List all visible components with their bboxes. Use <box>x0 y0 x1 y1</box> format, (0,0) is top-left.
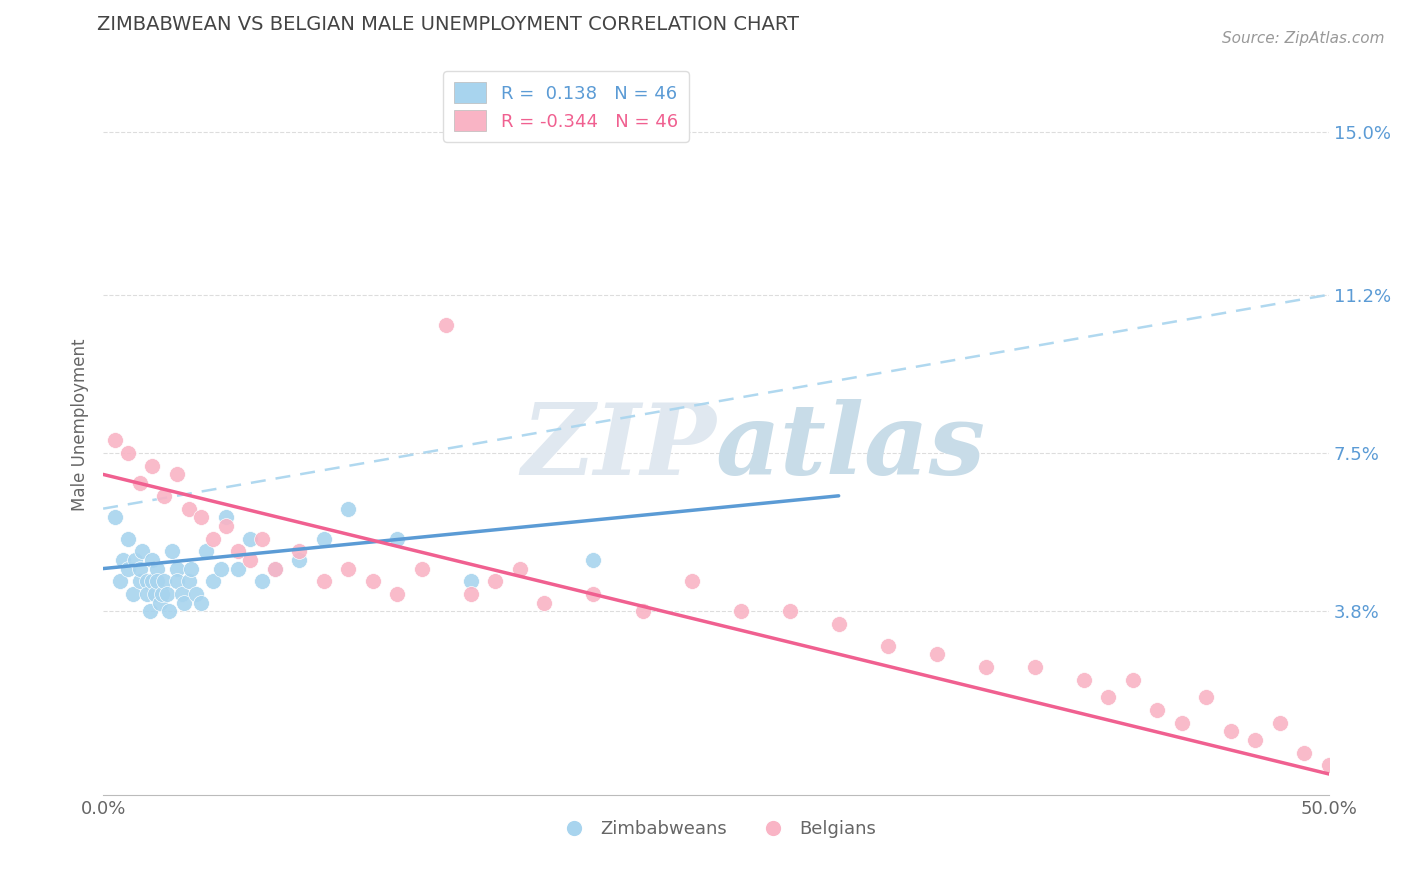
Point <box>387 587 409 601</box>
Point <box>143 587 166 601</box>
Point <box>239 553 262 567</box>
Point <box>173 596 195 610</box>
Point <box>146 574 169 589</box>
Point <box>141 553 163 567</box>
Point <box>150 587 173 601</box>
Point <box>136 574 159 589</box>
Point <box>925 647 948 661</box>
Point <box>252 532 274 546</box>
Point <box>312 532 335 546</box>
Point <box>1219 724 1241 739</box>
Point <box>117 532 139 546</box>
Point <box>1195 690 1218 704</box>
Point <box>337 561 360 575</box>
Point <box>1024 660 1046 674</box>
Point <box>104 510 127 524</box>
Point <box>141 574 163 589</box>
Point <box>582 587 605 601</box>
Point <box>117 446 139 460</box>
Point <box>226 544 249 558</box>
Point <box>1268 715 1291 730</box>
Point <box>460 574 482 589</box>
Point <box>1244 732 1267 747</box>
Point <box>730 604 752 618</box>
Point <box>1097 690 1119 704</box>
Point <box>195 544 218 558</box>
Point <box>387 532 409 546</box>
Point <box>124 553 146 567</box>
Point <box>110 574 132 589</box>
Point <box>170 587 193 601</box>
Point <box>202 574 225 589</box>
Point <box>129 475 152 490</box>
Point <box>111 553 134 567</box>
Point <box>681 574 703 589</box>
Point <box>160 544 183 558</box>
Point <box>138 604 160 618</box>
Point <box>312 574 335 589</box>
Text: Source: ZipAtlas.com: Source: ZipAtlas.com <box>1222 31 1385 46</box>
Point <box>1146 703 1168 717</box>
Point <box>460 587 482 601</box>
Point <box>215 510 238 524</box>
Point <box>1317 758 1340 772</box>
Point <box>209 561 232 575</box>
Y-axis label: Male Unemployment: Male Unemployment <box>72 339 89 511</box>
Point <box>104 433 127 447</box>
Point <box>827 617 849 632</box>
Point <box>129 561 152 575</box>
Point <box>876 639 898 653</box>
Point <box>166 467 188 482</box>
Point <box>1073 673 1095 687</box>
Point <box>215 518 238 533</box>
Point <box>411 561 433 575</box>
Point <box>533 596 555 610</box>
Point <box>166 561 188 575</box>
Point <box>153 489 176 503</box>
Point <box>1294 746 1316 760</box>
Point <box>434 318 457 332</box>
Point <box>1122 673 1144 687</box>
Point <box>1171 715 1194 730</box>
Text: ZIMBABWEAN VS BELGIAN MALE UNEMPLOYMENT CORRELATION CHART: ZIMBABWEAN VS BELGIAN MALE UNEMPLOYMENT … <box>97 15 799 34</box>
Point <box>263 561 285 575</box>
Point <box>141 458 163 473</box>
Point <box>166 574 188 589</box>
Point <box>146 561 169 575</box>
Point <box>974 660 997 674</box>
Point <box>631 604 654 618</box>
Point <box>148 596 170 610</box>
Point <box>156 587 179 601</box>
Point <box>288 553 311 567</box>
Point <box>202 532 225 546</box>
Point <box>263 561 285 575</box>
Point <box>484 574 506 589</box>
Point <box>509 561 531 575</box>
Point <box>153 574 176 589</box>
Point <box>121 587 143 601</box>
Point <box>186 587 208 601</box>
Point <box>239 532 262 546</box>
Text: ZIP: ZIP <box>522 399 716 496</box>
Point <box>177 574 200 589</box>
Point <box>190 510 212 524</box>
Legend: Zimbabweans, Belgians: Zimbabweans, Belgians <box>548 814 884 846</box>
Point <box>117 561 139 575</box>
Point <box>582 553 605 567</box>
Point <box>190 596 212 610</box>
Point <box>252 574 274 589</box>
Text: atlas: atlas <box>716 399 986 496</box>
Point <box>129 574 152 589</box>
Point <box>226 561 249 575</box>
Point <box>180 561 202 575</box>
Point <box>337 501 360 516</box>
Point <box>779 604 801 618</box>
Point <box>157 604 180 618</box>
Point <box>131 544 153 558</box>
Point <box>288 544 311 558</box>
Point <box>361 574 384 589</box>
Point <box>136 587 159 601</box>
Point <box>177 501 200 516</box>
